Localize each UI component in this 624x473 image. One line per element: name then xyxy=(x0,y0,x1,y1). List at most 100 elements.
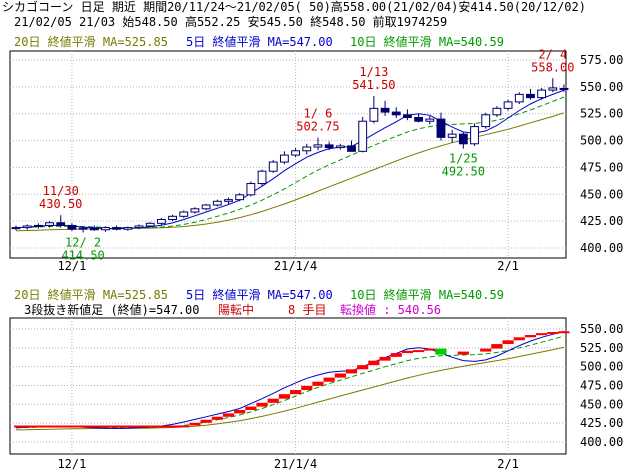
candle-body xyxy=(67,224,77,230)
upper-xtick-label: 2/1 xyxy=(497,259,519,273)
high-annotation-date: 11/30 xyxy=(43,184,79,198)
upper-ytick-label: 500.00 xyxy=(580,134,623,148)
upper-ytick-label: 525.00 xyxy=(580,107,623,121)
lower-ytick-label: 500.00 xyxy=(580,360,623,374)
candle-body xyxy=(179,211,189,217)
candle-body xyxy=(78,227,88,230)
high-annotation-value: 430.50 xyxy=(39,197,82,211)
breakline-brick xyxy=(491,344,503,349)
candle-body xyxy=(503,101,513,109)
breakline-brick xyxy=(189,422,201,426)
candle-body xyxy=(11,227,21,230)
candle-body xyxy=(101,227,110,231)
candle-body xyxy=(548,87,558,91)
candle-body xyxy=(369,107,379,122)
candle-body xyxy=(33,224,43,227)
low-annotation-value: 492.50 xyxy=(442,165,485,179)
breakline-brick xyxy=(424,348,436,351)
upper-ytick-label: 450.00 xyxy=(580,187,623,201)
breakline-brick xyxy=(379,356,391,361)
lower-ytick-label: 400.00 xyxy=(580,435,623,449)
candle-body xyxy=(391,111,401,116)
candle-body xyxy=(481,114,491,128)
legend-ma10-upper: 10日 終値平滑 MA=540.59 xyxy=(350,35,504,49)
breakline-state: 陽転中 xyxy=(218,303,255,317)
high-annotation-date: 1/13 xyxy=(359,65,388,79)
candle-body xyxy=(335,145,345,149)
candle-body xyxy=(134,225,144,229)
breakline-brick xyxy=(301,385,313,391)
candle-body xyxy=(403,114,412,118)
low-annotation-value: 414.50 xyxy=(61,248,104,262)
low-annotation-date: 1/25 xyxy=(449,152,478,166)
breakline-brick xyxy=(558,331,570,334)
candle-body xyxy=(246,183,256,196)
candle-body xyxy=(22,225,32,229)
upper-xtick-label: 12/1 xyxy=(57,259,86,273)
candle-body xyxy=(347,145,356,152)
upper-ytick-label: 400.00 xyxy=(580,241,623,255)
candle-body xyxy=(212,200,222,206)
candle-body xyxy=(447,133,457,138)
breakline-info: 3段抜き新値足 (終値)=547.00 xyxy=(24,303,200,317)
candle-body xyxy=(45,222,54,226)
candle-body xyxy=(436,118,446,138)
high-annotation-value: 558.00 xyxy=(531,60,574,74)
breakline-brick xyxy=(178,425,190,428)
lower-ytick-label: 475.00 xyxy=(580,379,623,393)
candle-body xyxy=(291,150,301,156)
header-title: シカゴコーン 日足 期近 期間20/11/24～21/02/05( 50)高55… xyxy=(2,0,586,14)
breakline-brick xyxy=(267,398,279,403)
breakline-brick xyxy=(200,419,212,423)
breakline-brick xyxy=(222,413,235,417)
upper-plot-frame xyxy=(9,50,567,259)
candle-body xyxy=(190,208,200,213)
breakline-brick xyxy=(524,335,537,338)
legend-ma10-lower: 10日 終値平滑 MA=540.59 xyxy=(350,288,504,302)
candle-body xyxy=(559,87,569,90)
upper-ytick-label: 550.00 xyxy=(580,80,623,94)
breakline-brick xyxy=(513,337,525,341)
ma20-line-lower xyxy=(15,346,565,431)
candle-body xyxy=(235,194,245,201)
candle-body xyxy=(537,89,547,99)
candle-body xyxy=(224,199,233,202)
low-annotation-date: 12/ 2 xyxy=(65,235,101,249)
candle-body xyxy=(201,204,211,210)
breakline-switch: 転換値 : 540.56 xyxy=(340,303,442,317)
breakline-brick xyxy=(234,409,246,414)
ma5-line-upper xyxy=(15,89,565,230)
upper-ytick-label: 575.00 xyxy=(580,53,623,67)
candle-body xyxy=(56,222,66,226)
candle-body xyxy=(145,222,155,227)
upper-xtick-label: 21/1/4 xyxy=(274,259,317,273)
lower-ytick-label: 525.00 xyxy=(580,341,623,355)
upper-ytick-label: 425.00 xyxy=(580,214,623,228)
breakline-brick xyxy=(502,340,514,345)
breakline-count: 8 手目 xyxy=(288,303,327,317)
breakline-brick xyxy=(457,351,469,355)
lower-ytick-label: 425.00 xyxy=(580,416,623,430)
legend-ma20-upper: 20日 終値平滑 MA=525.85 xyxy=(14,35,168,49)
breakline-brick xyxy=(368,360,380,366)
lower-ytick-label: 450.00 xyxy=(580,397,623,411)
candle-body xyxy=(380,107,390,113)
candle-body xyxy=(156,219,166,224)
breakline-brick xyxy=(413,350,425,353)
high-annotation-date: 2/ 4 xyxy=(538,47,567,61)
candle-body xyxy=(112,227,122,230)
candle-body xyxy=(358,120,368,152)
candle-body xyxy=(458,133,468,145)
candle-body xyxy=(257,170,267,185)
candle-body xyxy=(414,116,424,122)
legend-ma5-lower: 5日 終値平滑 MA=547.00 xyxy=(186,288,333,302)
header-ohlc: 21/02/05 21/03 始548.50 高552.25 安545.50 終… xyxy=(14,15,448,29)
breakline-brick xyxy=(390,353,402,357)
lower-ytick-label: 550.00 xyxy=(580,322,623,336)
breakline-brick xyxy=(211,416,223,420)
breakline-brick xyxy=(536,333,548,336)
breakline-brick xyxy=(256,402,268,407)
candle-body xyxy=(313,144,323,148)
breakline-brick xyxy=(435,348,447,355)
high-annotation-value: 541.50 xyxy=(352,78,395,92)
